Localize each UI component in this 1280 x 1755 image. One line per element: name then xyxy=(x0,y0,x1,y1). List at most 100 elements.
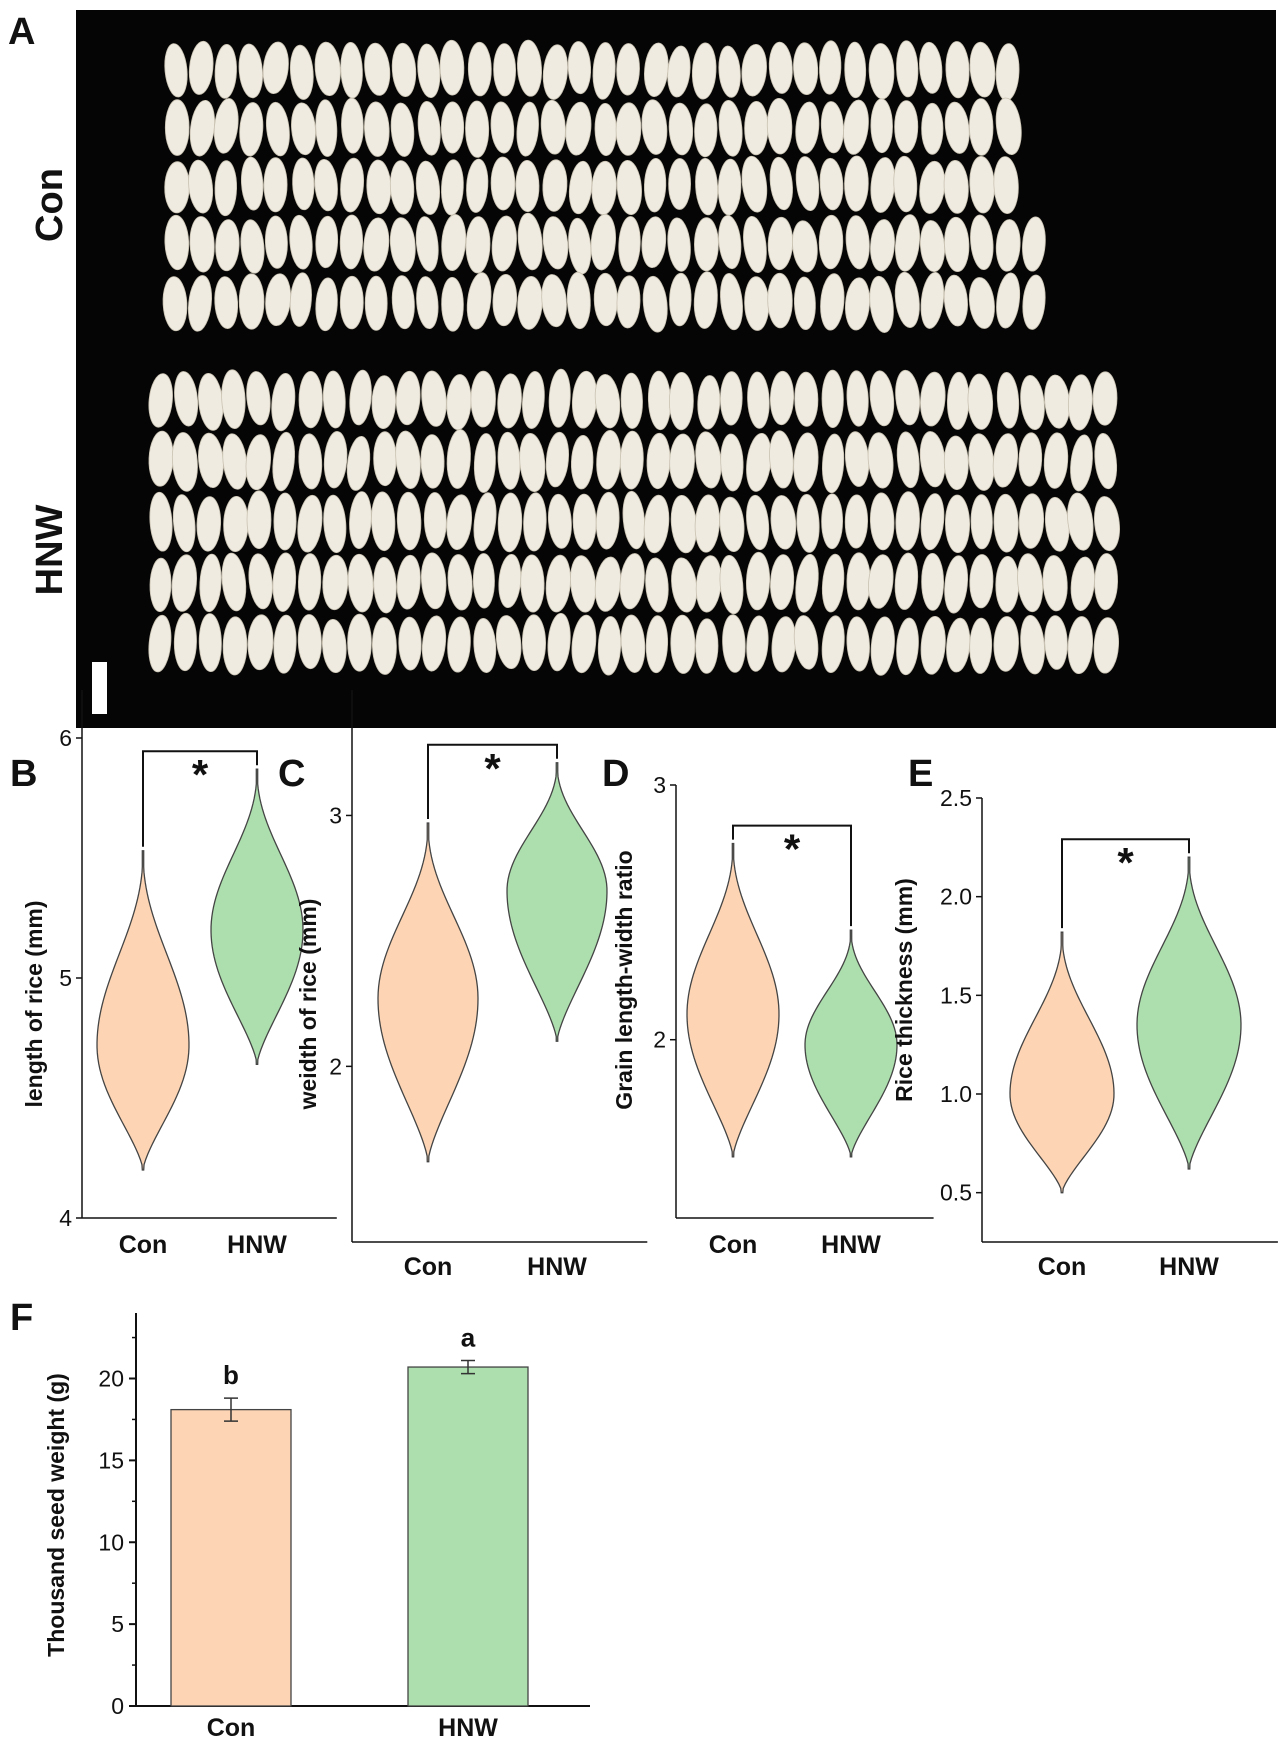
rice-grain xyxy=(473,433,496,493)
violin-con xyxy=(377,822,479,1163)
y-tick-label: 3 xyxy=(653,772,666,798)
rice-grain xyxy=(389,160,415,215)
panel-d-significance: * xyxy=(732,824,852,927)
error-bar xyxy=(461,1359,475,1375)
rice-grain xyxy=(246,371,271,426)
rice-grain xyxy=(567,41,592,95)
panel-f-ticks: 0 5 10 15 20 xyxy=(98,1336,136,1719)
rice-grain xyxy=(622,490,646,550)
con-grain-block xyxy=(162,39,1046,333)
rice-grain xyxy=(214,276,239,329)
panel-d-category-con: Con xyxy=(709,1231,758,1259)
rice-grain xyxy=(373,557,397,614)
y-tick-label: 2 xyxy=(329,1053,342,1079)
rice-grain xyxy=(547,493,572,549)
rice-grain xyxy=(893,155,918,213)
rice-grain xyxy=(315,215,339,269)
rice-grain xyxy=(896,40,919,98)
rice-grain xyxy=(767,272,793,329)
panel-f-ylabel: Thousand seed weight (g) xyxy=(43,1373,69,1657)
rice-grain xyxy=(396,491,422,551)
rice-grain xyxy=(894,214,921,272)
rice-grain xyxy=(870,616,895,676)
bar-con xyxy=(170,1408,292,1707)
rice-grain xyxy=(439,39,465,96)
rice-grain xyxy=(1043,432,1069,489)
rice-grain xyxy=(616,43,640,96)
rice-grain xyxy=(298,371,323,429)
rice-grain xyxy=(868,554,894,609)
rice-grain xyxy=(515,160,540,212)
rice-grain xyxy=(273,614,297,674)
y-tick-label: 3 xyxy=(329,802,342,828)
rice-grain xyxy=(1093,617,1120,674)
rice-grain xyxy=(446,494,473,551)
rice-grain xyxy=(440,101,465,154)
rice-grain xyxy=(570,435,594,490)
rice-grain xyxy=(1017,553,1044,613)
violin-hnw xyxy=(1136,856,1242,1170)
rice-grain xyxy=(993,156,1019,214)
rice-grain xyxy=(173,612,197,672)
rice-grain xyxy=(516,101,539,157)
rice-grain xyxy=(1022,216,1046,272)
rice-grain xyxy=(770,554,795,610)
rice-grain xyxy=(148,373,173,428)
rice-grain xyxy=(793,432,819,492)
rice-grain xyxy=(641,216,667,269)
rice-grain xyxy=(148,614,172,673)
rice-grain xyxy=(821,433,845,494)
rice-grain xyxy=(944,555,969,614)
rice-grain xyxy=(616,275,641,329)
rice-grain xyxy=(768,41,793,94)
rice-grain xyxy=(920,371,946,427)
rice-grain xyxy=(870,98,893,154)
panel-a: A Con HNW xyxy=(8,10,1276,728)
panel-c-violins xyxy=(377,762,608,1163)
rice-grain xyxy=(371,375,397,429)
rice-grain xyxy=(921,102,944,155)
rice-grain xyxy=(174,371,199,427)
rice-grain xyxy=(297,553,322,611)
y-tick-label: 10 xyxy=(98,1529,124,1555)
rice-grain xyxy=(844,494,869,549)
rice-grain xyxy=(371,491,396,552)
rice-grain xyxy=(645,615,669,674)
bar-hnw xyxy=(407,1366,529,1707)
rice-grain xyxy=(571,614,597,674)
rice-grain xyxy=(720,433,744,492)
rice-grain xyxy=(1042,555,1068,612)
rice-grain xyxy=(246,490,272,549)
rice-grain xyxy=(969,554,994,609)
rice-grain xyxy=(541,274,567,328)
panel-c-letter: C xyxy=(278,753,305,795)
rice-grain xyxy=(717,158,742,216)
rice-grain xyxy=(745,551,771,611)
y-tick-label: 2.5 xyxy=(940,785,972,811)
rice-grain xyxy=(1020,615,1045,675)
rice-grain xyxy=(821,615,845,673)
rice-grain xyxy=(540,99,566,155)
rice-grain xyxy=(171,432,198,492)
rice-grain xyxy=(390,102,415,157)
rice-grain xyxy=(415,216,439,272)
rice-grain xyxy=(421,615,447,672)
rice-grain xyxy=(447,554,473,611)
rice-grain xyxy=(467,41,492,97)
significance-bracket xyxy=(427,743,558,819)
rice-grain xyxy=(590,213,616,271)
rice-grain xyxy=(198,613,222,672)
panel-b-significance: * xyxy=(142,750,258,847)
rice-grain xyxy=(490,156,516,211)
rice-grain xyxy=(793,42,819,95)
rice-grain xyxy=(846,552,871,611)
rice-grain xyxy=(920,271,945,329)
rice-grain xyxy=(542,159,568,212)
rice-grain xyxy=(718,45,741,98)
error-bar xyxy=(224,1397,238,1422)
rice-grain xyxy=(747,371,770,429)
rice-grain xyxy=(845,215,870,270)
panel-d-letter: D xyxy=(602,753,629,795)
rice-grain xyxy=(548,368,571,428)
rice-grain xyxy=(492,274,518,327)
